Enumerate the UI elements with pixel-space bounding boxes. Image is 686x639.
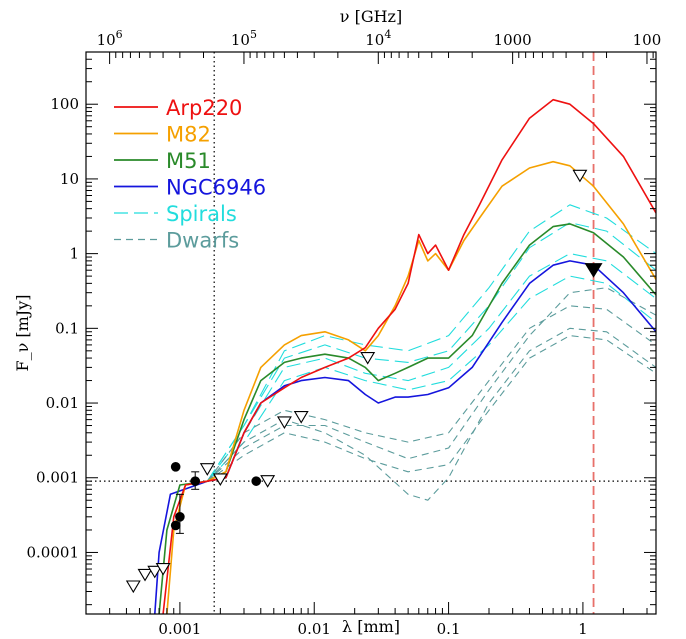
upper-limit-marker bbox=[137, 568, 153, 582]
series-line-dwarfs-11 bbox=[206, 287, 656, 482]
plot-frame bbox=[85, 51, 657, 615]
upper-limit-marker bbox=[572, 169, 588, 183]
detection-point bbox=[190, 476, 201, 486]
series-line-dwarfs-10 bbox=[206, 335, 656, 482]
reference-lines-layer bbox=[86, 52, 656, 614]
legend-label-arp220: Arp220 bbox=[166, 96, 242, 120]
top-tick-label: 104 bbox=[365, 28, 391, 49]
y-axis-label: F_ν [mJy] bbox=[13, 294, 32, 371]
upper-limit-marker bbox=[293, 410, 309, 424]
x-axis-label: λ [mm] bbox=[342, 617, 400, 636]
x-tick-label: 0.1 bbox=[437, 620, 461, 638]
series-line-arp220-0 bbox=[162, 98, 656, 614]
series-line-m82-1 bbox=[166, 160, 656, 614]
markers-layer bbox=[125, 169, 603, 594]
top-tick-label-base: 10 bbox=[231, 31, 250, 49]
y-tick-label: 10 bbox=[60, 170, 79, 188]
top-tick-label-exponent: 4 bbox=[384, 28, 391, 41]
upper-limit-marker bbox=[276, 416, 292, 430]
detection-point bbox=[175, 512, 185, 522]
y-tick-label: 100 bbox=[50, 95, 79, 113]
x-tick-label: 1 bbox=[578, 620, 588, 638]
series-line-spirals-4 bbox=[206, 222, 656, 482]
top-tick-label: 1000 bbox=[494, 31, 532, 49]
upper-limit-marker-filled bbox=[584, 263, 603, 278]
detection-point bbox=[251, 476, 262, 486]
series-line-spirals-5 bbox=[206, 253, 656, 482]
top-tick-label-exponent: 6 bbox=[116, 28, 123, 41]
upper-limit-marker bbox=[125, 580, 141, 594]
y-tick-label: 0.01 bbox=[46, 394, 79, 412]
y-tick-label: 0.1 bbox=[55, 319, 79, 337]
y-tick-label: 0.0001 bbox=[27, 543, 80, 561]
y-tick-label: 1 bbox=[69, 245, 79, 263]
top-tick-label: 100 bbox=[633, 31, 662, 49]
axes-layer: 0.001 0.01 0.1 10.00010.0010.010.1110100106… bbox=[27, 28, 662, 638]
top-axis-label: ν [GHz] bbox=[340, 7, 402, 26]
detection-point bbox=[170, 520, 181, 531]
legend-label-spirals: Spirals bbox=[166, 202, 237, 226]
top-tick-label-base: 10 bbox=[97, 31, 116, 49]
y-tick-label: 0.001 bbox=[36, 469, 79, 487]
upper-limit-marker bbox=[155, 562, 171, 576]
top-tick-label-base: 10 bbox=[365, 31, 384, 49]
top-tick-label-exponent: 5 bbox=[250, 28, 257, 41]
series-line-dwarfs-9 bbox=[206, 305, 656, 482]
legend-label-m51: M51 bbox=[166, 149, 211, 173]
upper-limit-marker bbox=[360, 352, 376, 365]
upper-limit-marker bbox=[147, 565, 163, 579]
upper-limit-marker bbox=[260, 475, 276, 488]
legend-label-dwarfs: Dwarfs bbox=[166, 229, 239, 253]
upper-limit-marker bbox=[212, 473, 228, 486]
x-tick-label: 0.001 bbox=[158, 620, 201, 638]
series-line-ngc6946-3 bbox=[154, 260, 656, 614]
top-tick-label: 106 bbox=[97, 28, 123, 49]
legend-label-m82: M82 bbox=[166, 123, 211, 147]
legend-label-ngc6946: NGC6946 bbox=[166, 176, 266, 200]
upper-limit-marker bbox=[199, 463, 215, 476]
detection-point bbox=[170, 462, 181, 472]
series-line-spirals-7 bbox=[206, 275, 656, 482]
x-tick-label: 0.01 bbox=[298, 620, 331, 638]
series-line-spirals-6 bbox=[206, 204, 656, 482]
top-tick-label: 105 bbox=[231, 28, 257, 49]
